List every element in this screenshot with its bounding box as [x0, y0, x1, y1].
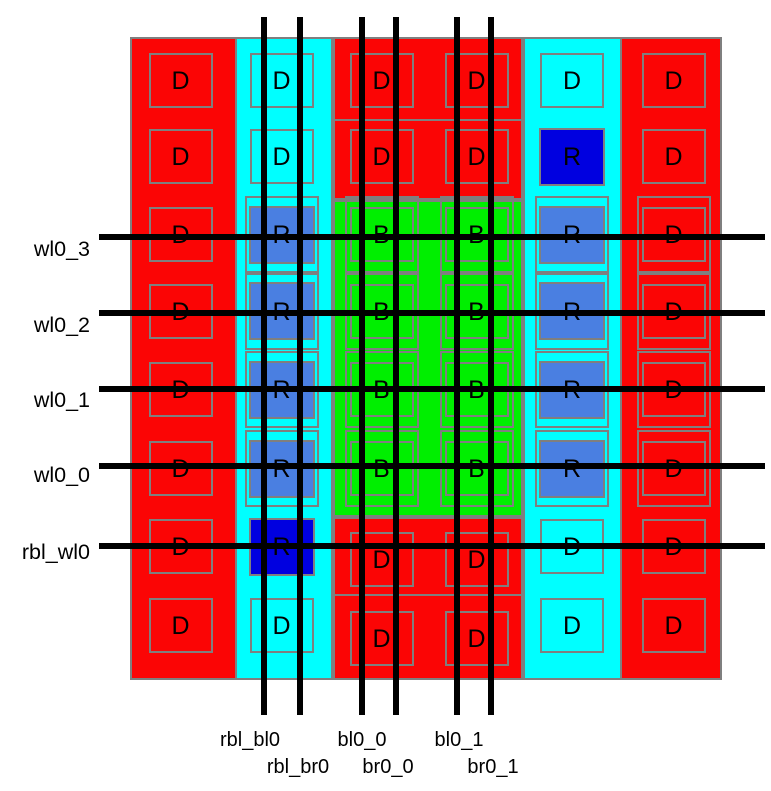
bitline-label-br0_0: br0_0 [362, 756, 414, 778]
cell-letter: R [272, 455, 291, 483]
cell-letter: D [467, 546, 486, 574]
cell-letter: D [372, 546, 391, 574]
cell-d-box: D [148, 53, 213, 108]
cell-row-divider [333, 594, 523, 596]
cell-letter: D [372, 624, 391, 653]
cell-d-box: D [249, 53, 314, 108]
cell-d-box: D [641, 53, 706, 108]
wordline-wl0_2 [99, 310, 765, 316]
bitline-label-bl0_1: bl0_1 [434, 729, 484, 751]
bitline-bl0_1 [454, 17, 460, 715]
wordline-rbl_wl0 [99, 543, 765, 549]
cell-letter: D [467, 67, 486, 95]
cell-letter: D [272, 67, 291, 95]
cell-d-box: D [641, 129, 706, 184]
bitline-label-br0_1: br0_1 [467, 756, 519, 778]
cell-letter: D [664, 611, 683, 640]
cell-letter: D [664, 143, 683, 171]
cell-d-box: D [540, 597, 604, 653]
bitline-rbl_br0 [297, 17, 303, 715]
bitline-label-rbl_bl0: rbl_bl0 [219, 729, 281, 751]
cell-letter: B [468, 455, 485, 483]
bitline-label-bl0_0: bl0_0 [337, 729, 387, 751]
bitline-label-rbl_br0: rbl_br0 [266, 756, 330, 778]
cell-letter: R [562, 143, 582, 171]
wordline-label-rbl_wl0: rbl_wl0 [21, 540, 90, 564]
cell-letter: R [562, 455, 582, 483]
cell-letter: D [272, 611, 291, 640]
cell-d-box: D [540, 53, 604, 108]
wordline-wl0_1 [99, 386, 765, 392]
cell-letter: D [171, 67, 190, 95]
bitline-bl0_0 [359, 17, 365, 715]
cell-letter: D [372, 67, 391, 95]
cell-letter: D [272, 143, 291, 171]
cell-d-box: D [444, 610, 509, 666]
bitline-br0_1 [488, 17, 494, 715]
cell-letter: D [372, 143, 391, 171]
cell-d-box: D [249, 597, 314, 653]
cell-d-box: D [249, 129, 314, 184]
wordline-wl0_3 [99, 234, 765, 240]
cell-letter: D [171, 143, 190, 171]
cell-letter: D [171, 611, 190, 640]
cell-d-box: D [641, 597, 706, 653]
cell-letter: D [467, 143, 486, 171]
wordline-label-wl0_1: wl0_1 [33, 388, 90, 412]
cell-letter: D [664, 455, 683, 483]
bitline-rbl_bl0 [261, 17, 267, 715]
wordline-wl0_0 [99, 463, 765, 469]
cell-letter: D [664, 67, 683, 95]
cell-letter: D [467, 624, 486, 653]
wordline-label-wl0_0: wl0_0 [33, 463, 90, 487]
cell-d-box: D [148, 129, 213, 184]
wordline-label-wl0_3: wl0_3 [33, 237, 90, 261]
cell-d-box: D [148, 597, 213, 653]
cell-letter: D [171, 455, 190, 483]
cell-letter: B [373, 455, 390, 483]
bitline-br0_0 [393, 17, 399, 715]
cell-row-divider [333, 119, 523, 121]
wordline-label-wl0_2: wl0_2 [33, 313, 90, 337]
cell-letter: D [562, 611, 582, 640]
cell-letter: D [562, 67, 582, 95]
cell-r-box: R [539, 127, 605, 186]
